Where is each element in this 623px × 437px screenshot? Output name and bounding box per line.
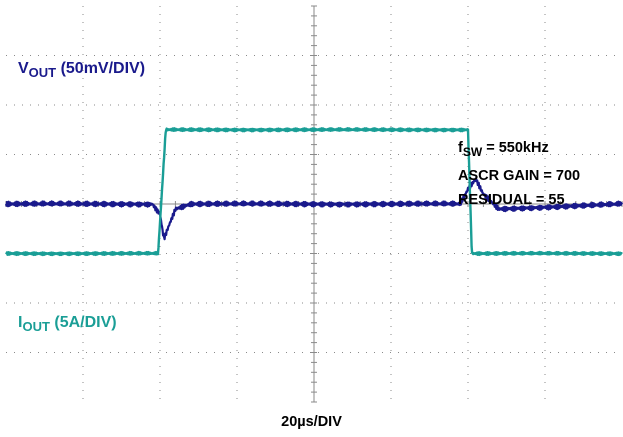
time-scale-label: 20µs/DIV: [281, 414, 342, 430]
parameter-annotations: fSW = 550kHz ASCR GAIN = 700 RESIDUAL = …: [458, 136, 580, 212]
fsw-name: f: [458, 140, 463, 156]
iout-trace: [5, 127, 623, 257]
vout-label: VOUT (50mV/DIV): [18, 60, 145, 80]
vout-subscript: OUT: [28, 65, 57, 80]
fsw-subscript: SW: [462, 145, 483, 159]
iout-subscript: OUT: [22, 319, 50, 334]
fsw-value: = 550kHz: [486, 140, 549, 156]
fsw-annotation: fSW = 550kHz: [458, 136, 580, 164]
iout-scale: (5A/DIV): [54, 314, 117, 331]
ascr-gain-annotation: ASCR GAIN = 700: [458, 168, 581, 184]
iout-name: I: [18, 314, 23, 331]
vout-trace: [4, 177, 623, 241]
vout-scale: (50mV/DIV): [60, 60, 146, 77]
vout-name: V: [18, 60, 29, 77]
traces: [4, 127, 623, 257]
iout-label: IOUT (5A/DIV): [18, 314, 117, 334]
residual-annotation: RESIDUAL = 55: [458, 192, 565, 208]
